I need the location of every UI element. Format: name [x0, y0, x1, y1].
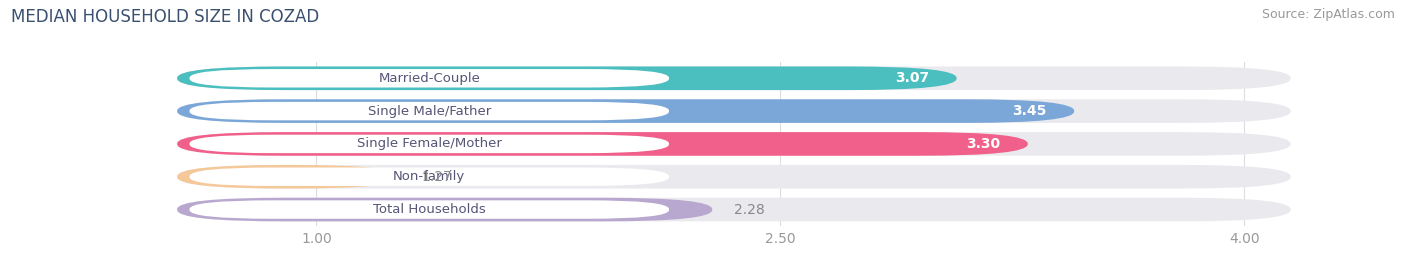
FancyBboxPatch shape — [177, 198, 1291, 221]
FancyBboxPatch shape — [177, 99, 1074, 123]
Text: Married-Couple: Married-Couple — [378, 72, 481, 85]
FancyBboxPatch shape — [177, 132, 1028, 156]
Text: 3.07: 3.07 — [894, 71, 929, 85]
Text: 2.28: 2.28 — [734, 203, 765, 217]
Text: 3.45: 3.45 — [1012, 104, 1046, 118]
Text: MEDIAN HOUSEHOLD SIZE IN COZAD: MEDIAN HOUSEHOLD SIZE IN COZAD — [11, 8, 319, 26]
FancyBboxPatch shape — [190, 102, 669, 120]
FancyBboxPatch shape — [177, 165, 399, 189]
Text: Total Households: Total Households — [373, 203, 485, 216]
Text: Non-family: Non-family — [394, 170, 465, 183]
FancyBboxPatch shape — [177, 66, 956, 90]
FancyBboxPatch shape — [190, 200, 669, 219]
Text: Source: ZipAtlas.com: Source: ZipAtlas.com — [1261, 8, 1395, 21]
Text: Single Female/Mother: Single Female/Mother — [357, 137, 502, 150]
FancyBboxPatch shape — [177, 198, 713, 221]
FancyBboxPatch shape — [190, 69, 669, 87]
FancyBboxPatch shape — [177, 132, 1291, 156]
FancyBboxPatch shape — [177, 99, 1291, 123]
FancyBboxPatch shape — [177, 165, 1291, 189]
Text: 1.27: 1.27 — [422, 170, 453, 184]
FancyBboxPatch shape — [190, 168, 669, 186]
FancyBboxPatch shape — [190, 135, 669, 153]
Text: 3.30: 3.30 — [966, 137, 1000, 151]
FancyBboxPatch shape — [177, 66, 1291, 90]
Text: Single Male/Father: Single Male/Father — [367, 105, 491, 118]
